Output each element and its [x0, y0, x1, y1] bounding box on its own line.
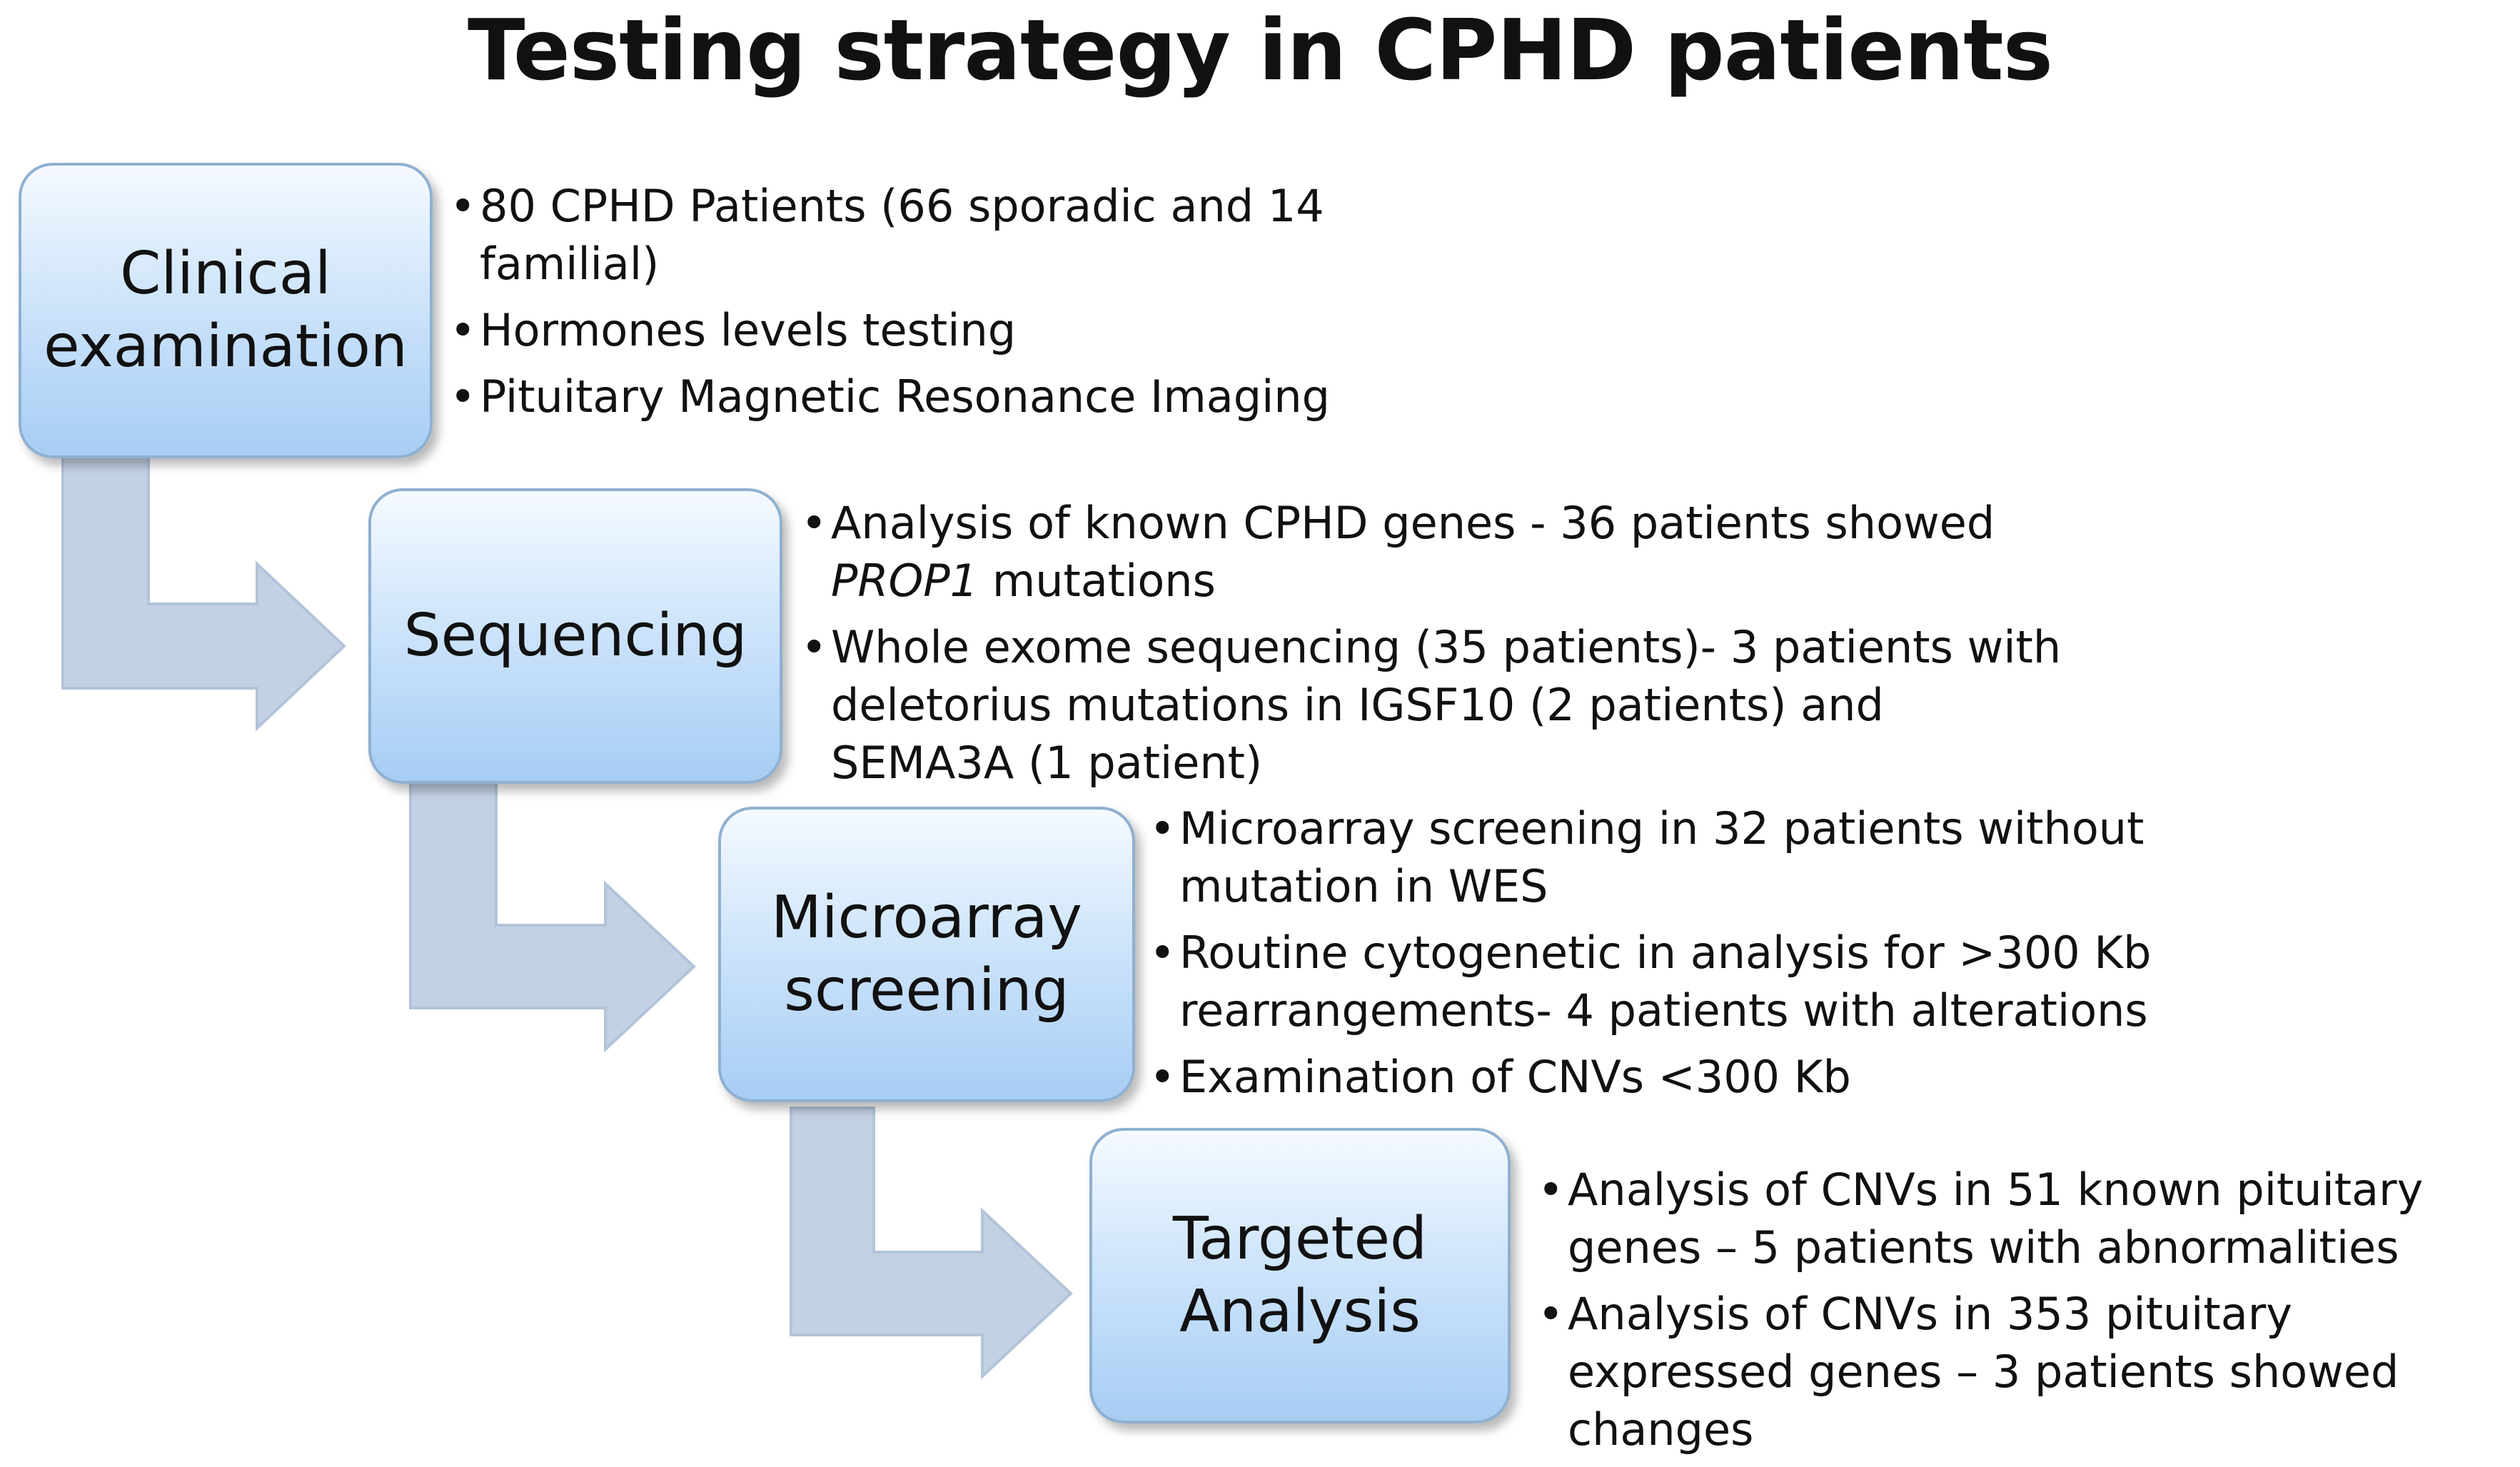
arrow-microarray-to-targeted [790, 1106, 1073, 1380]
gene-name-italic: PROP1 [831, 555, 979, 607]
bullet-item: Analysis of known CPHD genes - 36 patien… [801, 494, 2072, 610]
bullet-text-after: mutations [978, 555, 1216, 607]
step-box-sequencing: Sequencing [368, 488, 782, 784]
bullet-item: Hormones levels testing [450, 301, 1364, 359]
arrow-clinical-to-sequencing [61, 453, 346, 732]
arrow-sequencing-to-microarray [409, 780, 696, 1053]
flow-arrows [61, 453, 1073, 1380]
bullet-item: Pituitary Magnetic Resonance Imaging [450, 368, 1364, 425]
step-bullets-clinical: 80 CPHD Patients (66 sporadic and 14 fam… [450, 177, 1364, 434]
bullet-item: Analysis of CNVs in 51 known pituitary g… [1538, 1161, 2516, 1276]
step-label: Clinical examination [44, 239, 408, 381]
step-bullets-microarray: Microarray screening in 32 patients with… [1149, 800, 2220, 1114]
step-bullets-sequencing: Analysis of known CPHD genes - 36 patien… [801, 494, 2072, 800]
step-label: Targeted Analysis [1172, 1204, 1428, 1346]
bullet-item: Whole exome sequencing (35 patients)- 3 … [801, 618, 2072, 792]
step-box-clinical-examination: Clinical examination [19, 163, 433, 458]
step-box-targeted-analysis: Targeted Analysis [1089, 1128, 1511, 1423]
step-label: Sequencing [403, 601, 747, 670]
step-label: Microarray screening [771, 883, 1082, 1025]
bullet-item: Analysis of CNVs in 353 pituitary expres… [1538, 1285, 2516, 1458]
bullet-item: Examination of CNVs <300 Kb [1149, 1048, 2220, 1106]
diagram-title: Testing strategy in CPHD patients [468, 1, 2053, 99]
step-box-microarray-screening: Microarray screening [718, 807, 1135, 1102]
bullet-item: Microarray screening in 32 patients with… [1149, 800, 2220, 915]
bullet-item: 80 CPHD Patients (66 sporadic and 14 fam… [450, 177, 1364, 293]
step-bullets-targeted: Analysis of CNVs in 51 known pituitary g… [1538, 1161, 2516, 1467]
bullet-item: Routine cytogenetic in analysis for >300… [1149, 924, 2220, 1039]
bullet-text-before: Analysis of known CPHD genes - 36 patien… [831, 497, 1995, 549]
